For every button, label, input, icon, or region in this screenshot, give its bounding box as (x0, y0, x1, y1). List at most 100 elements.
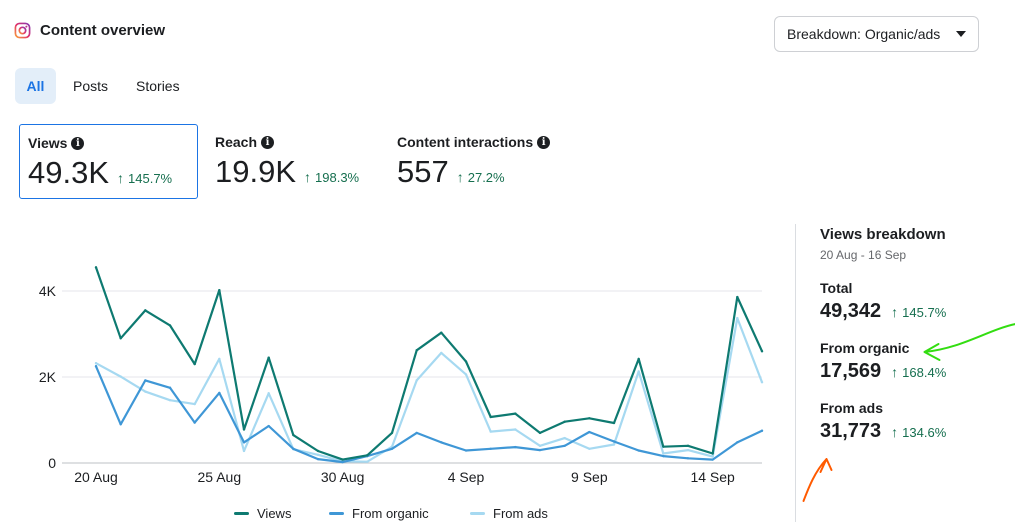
data-point (686, 457, 690, 460)
data-point (514, 445, 517, 449)
data-point (711, 458, 714, 461)
breakdown-label: From ads (820, 400, 884, 416)
data-point (94, 362, 98, 365)
data-point (736, 316, 739, 320)
breakdown-label: Total (820, 280, 853, 296)
data-point (440, 351, 443, 355)
y-tick-label: 4K (39, 283, 57, 299)
date-range: 20 Aug - 16 Sep (820, 248, 907, 262)
legend-item-views[interactable]: Views (234, 506, 291, 521)
data-point (711, 455, 714, 458)
metric-card-views[interactable]: Views i 49.3K ↑ 145.7% (19, 124, 198, 199)
data-point (760, 380, 764, 384)
data-point (415, 431, 418, 435)
views-breakdown-panel: Views breakdown 20 Aug - 16 Sep Total 49… (820, 226, 946, 443)
tab-stories[interactable]: Stories (136, 78, 180, 94)
data-point (415, 349, 418, 352)
data-point (489, 415, 492, 419)
metric-value: 19.9K (215, 154, 297, 189)
data-point (168, 399, 172, 402)
series-line-views (94, 266, 764, 461)
metric-label: Reach (215, 134, 258, 150)
breakdown-value: 17,569 (820, 360, 882, 382)
info-icon[interactable]: i (71, 136, 85, 150)
legend-item-from-ads[interactable]: From ads (470, 506, 548, 521)
data-point (193, 362, 196, 366)
metric-delta: ↑ 27.2% (456, 169, 505, 185)
orange-arrow-annotation (802, 458, 833, 502)
data-point (94, 266, 98, 269)
data-point (341, 458, 344, 461)
data-point (316, 449, 320, 453)
legend-label: From organic (352, 506, 429, 521)
data-point (144, 379, 147, 382)
page-title: Content overview (40, 22, 166, 39)
metric-value: 557 (397, 154, 449, 189)
tab-posts[interactable]: Posts (73, 78, 109, 94)
breakdown-delta: ↑ 168.4% (891, 364, 947, 380)
breakdown-row-total: 49,342 ↑ 145.7% (820, 300, 946, 323)
data-point (242, 441, 246, 444)
views-line-chart[interactable]: 0 2K 4K 20 Aug 25 Aug 30 Aug 4 Sep 9 Sep 14 Sep (0, 225, 780, 525)
instagram-icon (14, 22, 31, 39)
x-tick-label: 20 Aug (74, 469, 118, 485)
data-point (563, 444, 566, 447)
legend-swatch (329, 512, 344, 515)
data-point (218, 288, 221, 292)
data-point (390, 431, 394, 435)
data-point (193, 421, 196, 424)
data-point (119, 423, 122, 426)
breakdown-dropdown[interactable]: Breakdown: Organic/ads (774, 16, 979, 52)
data-point (341, 460, 344, 464)
legend-label: From ads (493, 506, 548, 521)
data-point (538, 448, 542, 452)
data-point (119, 375, 122, 378)
tab-all[interactable]: All (15, 68, 56, 104)
metric-card-reach[interactable]: Reach i 19.9K ↑ 198.3% (207, 124, 387, 199)
data-point (415, 379, 418, 382)
x-tick-label: 25 Aug (198, 469, 242, 485)
data-point (637, 370, 640, 373)
data-point (612, 421, 616, 425)
metric-card-content-interactions[interactable]: Content interactions i 557 ↑ 27.2% (389, 124, 569, 199)
x-tick-label: 14 Sep (690, 469, 735, 485)
data-point (366, 460, 369, 463)
data-point (292, 433, 295, 437)
data-point (662, 454, 665, 458)
data-point (514, 428, 517, 431)
metric-delta: ↑ 145.7% (117, 170, 173, 186)
data-point (563, 420, 566, 423)
info-icon[interactable]: i (261, 135, 275, 149)
arrow-up-icon: ↑ (304, 169, 312, 185)
data-point (686, 444, 690, 447)
data-point (168, 324, 172, 327)
data-point (662, 445, 665, 448)
data-point (144, 390, 147, 393)
data-point (662, 452, 665, 455)
legend-swatch (470, 512, 485, 515)
data-point (514, 412, 517, 415)
data-point (168, 386, 172, 389)
series-line-from-organic (94, 365, 764, 464)
data-point (242, 428, 246, 431)
data-point (440, 331, 443, 334)
sidebar-divider (795, 224, 796, 522)
legend-label: Views (257, 506, 292, 521)
data-point (711, 452, 714, 455)
data-point (316, 457, 320, 461)
content-overview-header: Content overview (14, 22, 165, 39)
data-point (760, 429, 764, 432)
data-point (464, 373, 468, 376)
data-point (760, 350, 764, 353)
info-icon[interactable]: i (537, 135, 551, 149)
legend-item-from-organic[interactable]: From organic (329, 506, 429, 521)
arrow-up-icon: ↑ (117, 170, 125, 186)
data-point (267, 392, 270, 395)
metric-label: Views (28, 135, 68, 151)
data-point (292, 447, 295, 451)
data-point (464, 360, 468, 363)
data-point (366, 454, 369, 457)
x-tick-label: 30 Aug (321, 469, 365, 485)
y-tick-label: 0 (48, 455, 56, 471)
arrow-up-icon: ↑ (891, 424, 899, 440)
